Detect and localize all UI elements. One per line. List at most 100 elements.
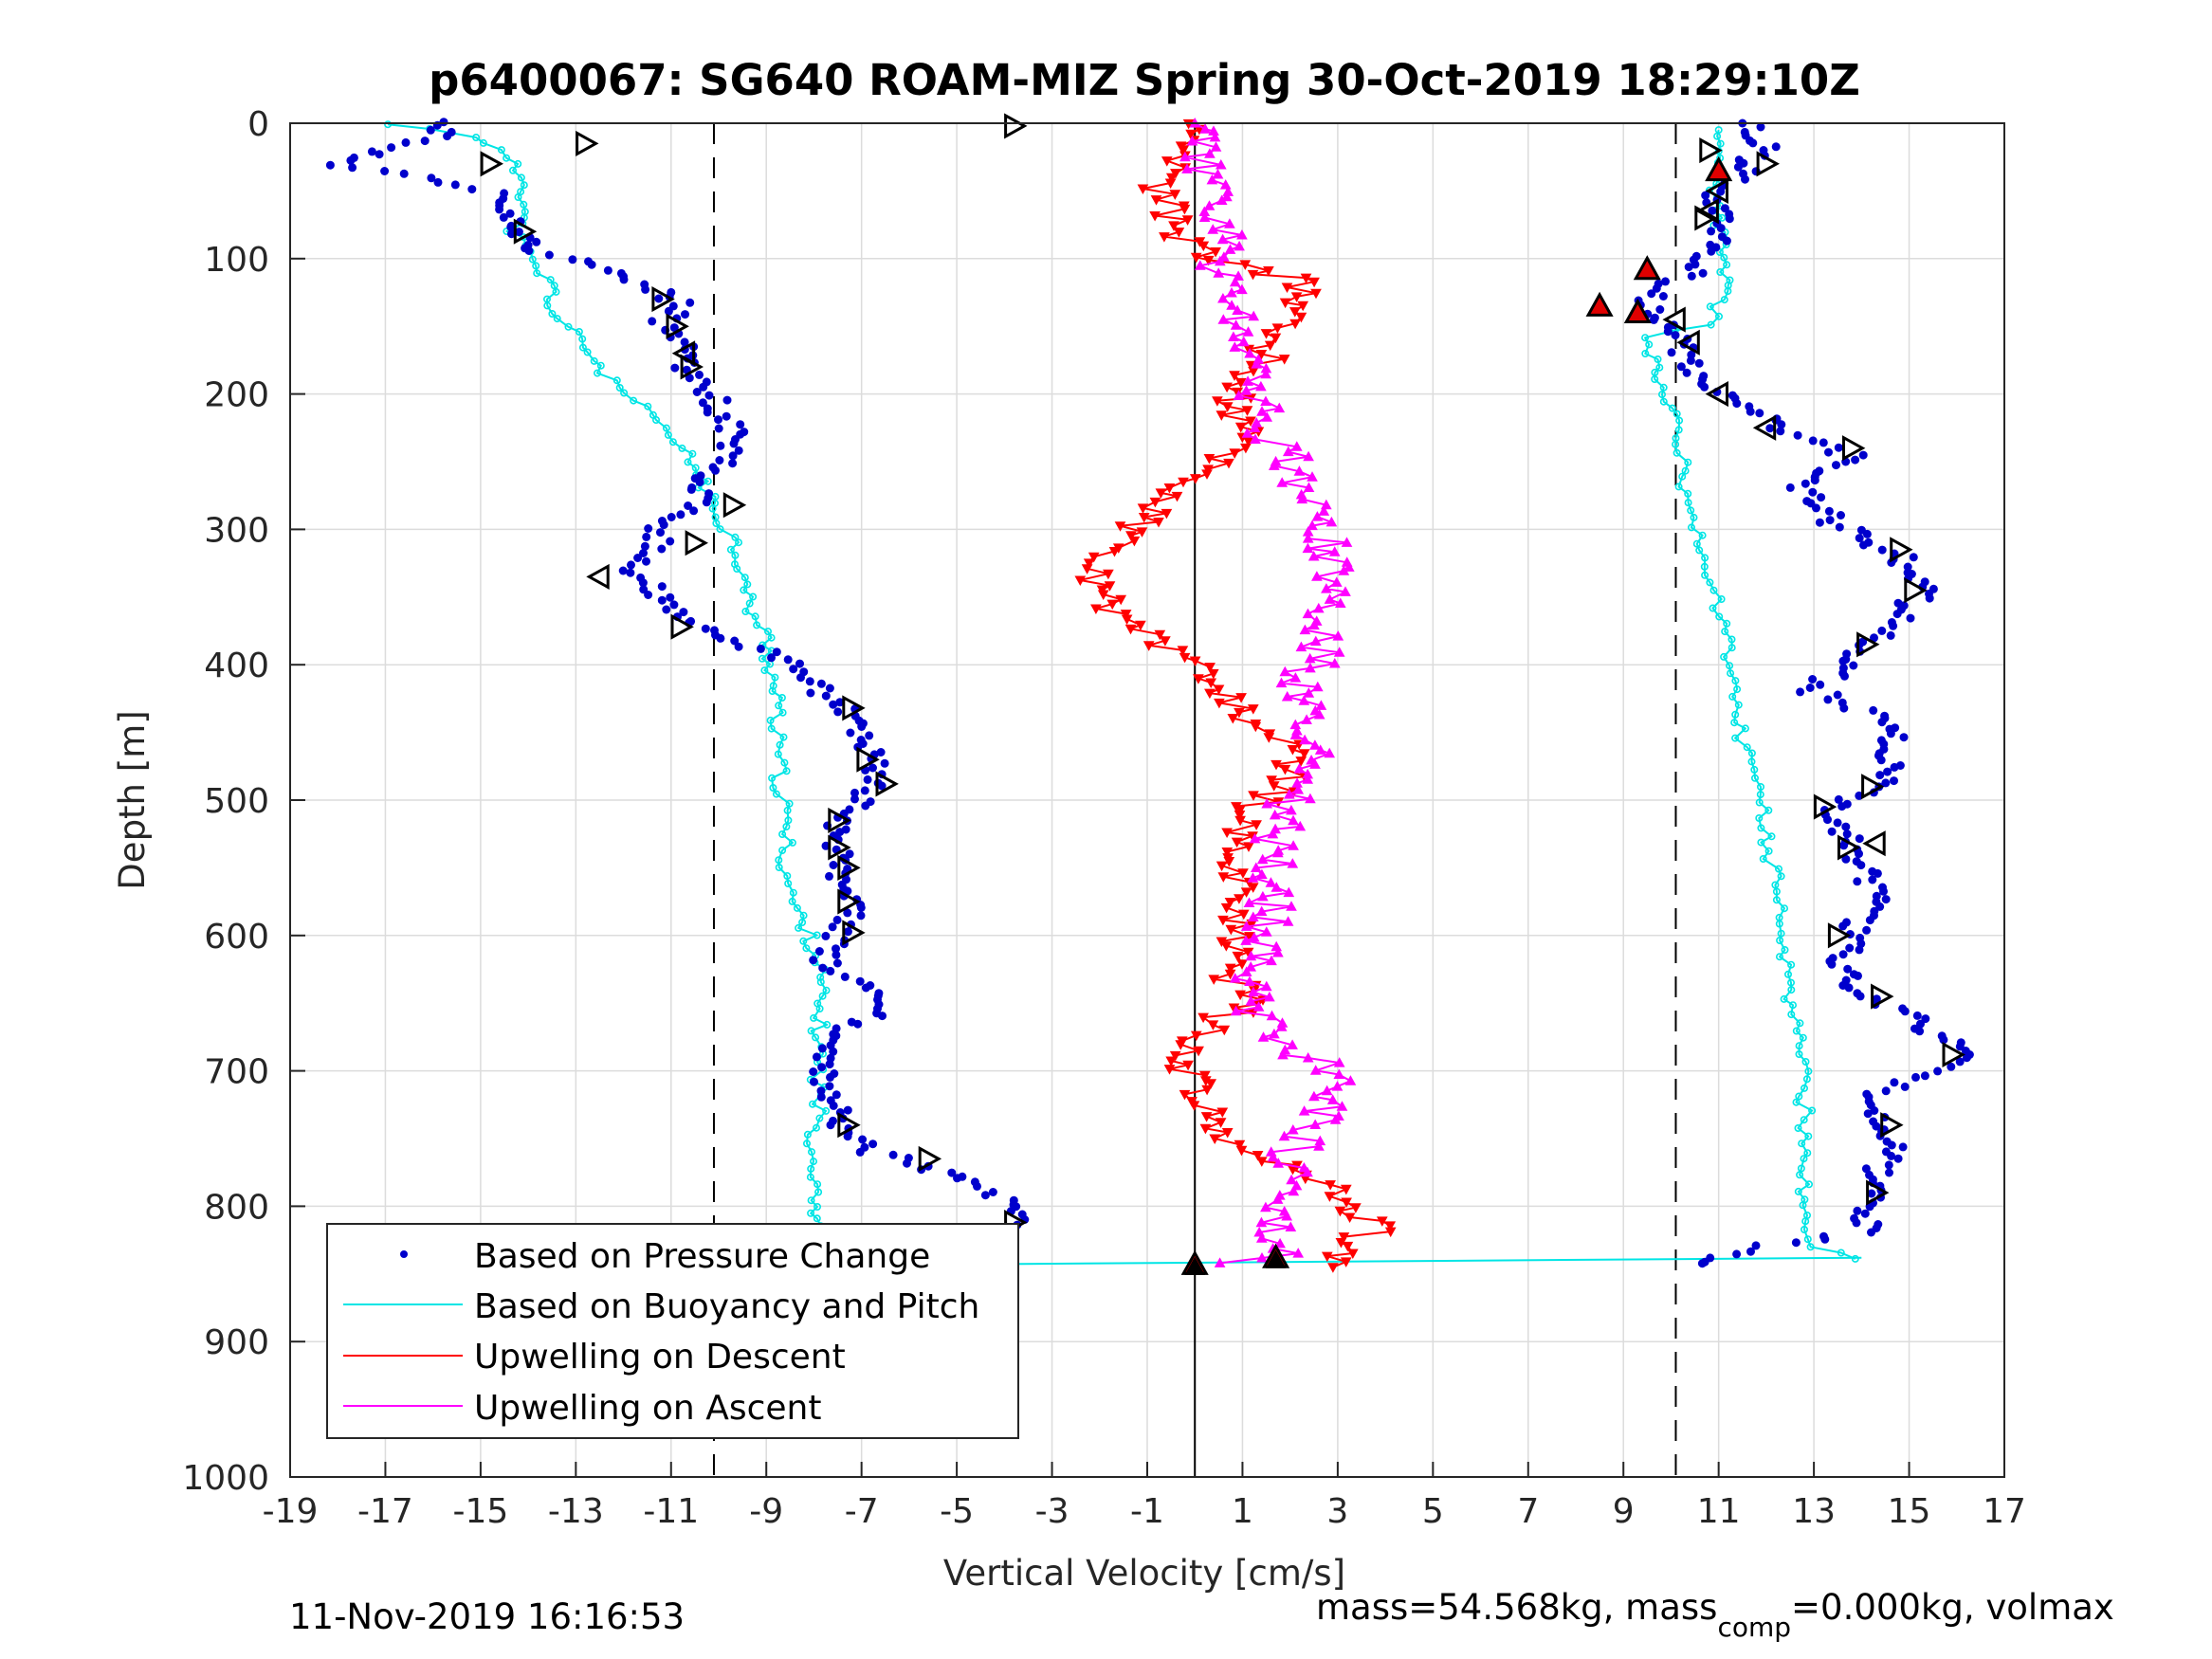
ascent-point [1221,191,1233,202]
x-tick-label: 15 [1888,1492,1931,1531]
ascent-point [1309,635,1322,647]
descent-point [1217,872,1230,883]
ascent-point [1260,395,1271,406]
ascent-point [1279,665,1291,677]
pressure-point [1842,649,1852,659]
buoyancy-point [1801,1226,1809,1234]
ascent-point [1341,556,1353,567]
pressure-point [640,541,649,551]
buoyancy-point [783,806,792,814]
pressure-point [809,1067,818,1076]
descent-point [1321,1251,1333,1263]
descent-point [1097,590,1109,601]
legend-box [326,1223,1019,1439]
ascent-point [1325,516,1338,527]
descent-point [1221,1128,1234,1139]
pressure-point [692,388,702,396]
buoyancy-point [1728,635,1736,644]
pressure-point [1875,771,1885,780]
descent-point [1281,283,1293,294]
pressure-point [772,647,781,657]
buoyancy-point [1658,391,1667,399]
pressure-point [816,1092,826,1102]
descent-point [1216,1107,1229,1119]
open-marker-right [837,854,861,881]
y-tick-label: 600 [204,918,269,957]
pressure-point [850,788,859,797]
x-axis-label: Vertical Velocity [cm/s] [943,1553,1345,1594]
descent-point [1088,552,1100,563]
ascent-point [1302,1051,1314,1063]
pressure-point [825,684,834,693]
pressure-point [868,763,877,773]
ascent-point [1308,1090,1320,1102]
pressure-point [858,1135,868,1144]
ascent-point [1318,505,1330,516]
buoyancy-point [1715,612,1724,621]
buoyancy-point [1726,276,1734,284]
ascent-point [1343,561,1355,572]
buoyancy-point [575,327,583,336]
pressure-point [659,520,668,530]
buoyancy-point [1804,1132,1813,1140]
descent-point [1221,828,1233,839]
descent-point [1090,604,1102,615]
descent-point [1203,454,1216,465]
pressure-point [856,902,866,912]
descent-point [1160,636,1171,647]
pressure-point [1796,687,1805,697]
buoyancy-point [514,159,522,168]
pressure-point [855,976,865,986]
pressure-point [716,633,725,643]
x-tick-label: 9 [1613,1492,1635,1531]
pressure-point [855,1147,865,1157]
pressure-point [1834,443,1843,452]
ascent-point [1249,422,1261,432]
ascent-point [1321,1085,1333,1096]
pressure-point [868,1139,878,1149]
descent-point [1189,474,1201,484]
buoyancy-point [1776,936,1784,944]
pressure-point [532,237,541,246]
descent-point [1207,668,1219,680]
buoyancy-point [1806,1243,1815,1251]
pressure-point [1874,1220,1883,1229]
pressure-point [835,698,845,707]
ascent-point [1304,652,1316,664]
descent-point [1197,241,1210,252]
buoyancy-point [1674,483,1683,491]
ascent-point [1291,777,1303,788]
buoyancy-point [778,830,787,838]
y-tick-label: 500 [204,782,269,821]
pressure-point [1785,483,1795,492]
pressure-point [1900,1082,1910,1091]
ascent-point [1256,853,1269,865]
pressure-point [626,568,635,577]
pressure-point [1868,875,1877,884]
ascent-point [1255,380,1267,392]
ascent-point [1224,218,1235,228]
open-marker-right [837,888,861,915]
pressure-point [1706,240,1715,249]
ascent-point [1282,446,1294,457]
ascent-point [1278,1205,1290,1216]
buoyancy-point [1673,410,1681,418]
buoyancy-point [1780,994,1788,1003]
descent-point [1165,173,1178,184]
descent-point [1235,693,1247,703]
pressure-point [1833,818,1842,828]
pressure-point [702,498,711,507]
x-tick-label: 13 [1792,1492,1836,1531]
pressure-point [1647,289,1656,299]
pressure-point [877,781,887,791]
red-up-marker [1623,298,1652,323]
ascent-point [1293,465,1306,476]
buoyancy-point [508,166,517,174]
descent-point [1279,764,1291,775]
pressure-point [1881,1147,1891,1157]
pressure-point [685,374,694,383]
buoyancy-point [775,702,783,710]
ascent-point [1245,950,1257,961]
pressure-point [348,163,357,173]
ascent-point [1250,433,1261,444]
